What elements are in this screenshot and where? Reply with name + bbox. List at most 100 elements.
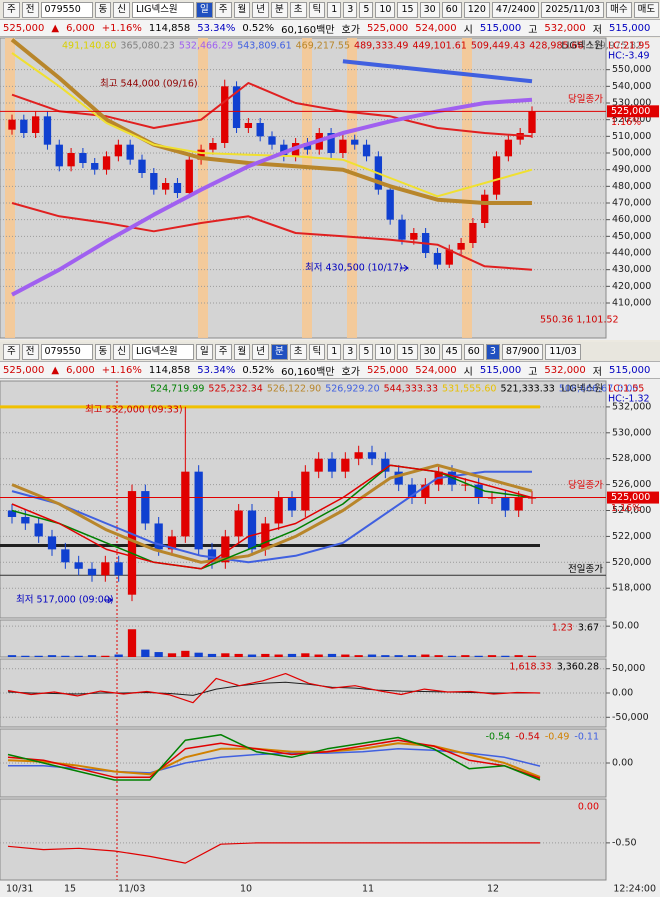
volume-bar xyxy=(21,655,30,657)
toolbar-button[interactable]: 주 xyxy=(3,343,20,360)
quote-field: 저 xyxy=(592,24,602,36)
quote-field: 고 xyxy=(528,24,538,36)
y-tick-label: 50.00 xyxy=(612,621,639,632)
toolbar-button[interactable]: 60 xyxy=(441,1,462,18)
candle-body xyxy=(528,111,536,133)
legend-value: 119,975.82 xyxy=(588,41,642,52)
y-tick-label: 0.00 xyxy=(612,758,633,769)
toolbar-button[interactable]: 신 xyxy=(113,1,130,18)
candle-body xyxy=(398,219,406,240)
y-tick-label: 540,000 xyxy=(612,81,651,92)
toolbar-button[interactable]: 5 xyxy=(359,343,374,360)
quote-field: 6,000 xyxy=(66,364,95,376)
annotation: 최저 517,000 (09:00) xyxy=(16,595,114,606)
candle-body xyxy=(221,86,229,143)
toolbar-button[interactable]: 매수 xyxy=(606,1,632,18)
toolbar-button[interactable]: 30 xyxy=(419,1,440,18)
toolbar-button[interactable]: 079550 xyxy=(40,343,93,360)
toolbar-button[interactable]: 30 xyxy=(419,343,440,360)
y-tick-label: 522,000 xyxy=(612,531,651,542)
annotation-arrow xyxy=(104,596,113,604)
toolbar-button[interactable]: 틱 xyxy=(308,1,326,18)
toolbar-button[interactable]: 3 xyxy=(485,343,500,360)
quote-bar: 525,000 ▲ 6,000 +1.16% 114,858 53.34% 0.52% 60,… xyxy=(0,362,660,379)
toolbar-button[interactable]: 월 xyxy=(233,343,251,360)
legend-value: 521,333.33 xyxy=(500,384,554,395)
volume-bar xyxy=(7,655,17,657)
highlight-band xyxy=(347,38,357,338)
toolbar-button[interactable]: 3 xyxy=(343,343,358,360)
prev-close-title: 전일종가 xyxy=(568,564,603,575)
panel-background xyxy=(0,619,607,658)
volume-bar xyxy=(474,655,483,657)
toolbar-button[interactable]: 초 xyxy=(289,343,307,360)
toolbar-button[interactable]: 전 xyxy=(21,1,39,18)
quote-field: 0.52% xyxy=(242,22,275,34)
quote-field: 호가 xyxy=(341,24,360,36)
toolbar-button[interactable]: 87/900 xyxy=(501,343,544,360)
candle-body xyxy=(234,510,243,537)
toolbar-button[interactable]: 3 xyxy=(343,1,358,18)
toolbar-button[interactable]: LIG넥스원 xyxy=(132,343,194,360)
indicator-line xyxy=(7,733,541,781)
toolbar-button[interactable]: 47/2400 xyxy=(491,1,540,18)
indicator-line xyxy=(7,742,541,778)
indicator-line xyxy=(11,470,532,564)
toolbar-button[interactable]: 월 xyxy=(233,1,251,18)
toolbar-button[interactable]: 동 xyxy=(94,1,112,18)
toolbar-button[interactable]: 주 xyxy=(214,1,232,18)
legend-value: 1,618.33 xyxy=(509,662,551,673)
annotation: 최저 430,500 (10/17) xyxy=(305,263,403,274)
candle-body xyxy=(341,458,350,472)
quote-field: 525,000 xyxy=(366,22,409,34)
toolbar-button[interactable]: 1 xyxy=(327,343,342,360)
toolbar-button[interactable]: 1 xyxy=(327,1,342,18)
candle-body xyxy=(173,183,182,193)
toolbar-button[interactable]: 일 xyxy=(196,343,213,360)
toolbar-button[interactable]: 45 xyxy=(441,343,462,360)
candle-body xyxy=(55,144,63,167)
toolbar-button[interactable]: 079550 xyxy=(40,1,93,18)
volume-bar xyxy=(527,655,537,657)
toolbar-button[interactable]: 동 xyxy=(94,343,112,360)
indicator-line xyxy=(11,97,533,297)
volume-bar xyxy=(367,654,377,657)
toolbar-button[interactable]: 60 xyxy=(463,343,484,360)
toolbar-button[interactable]: 분 xyxy=(271,343,288,360)
toolbar-button[interactable]: 일 xyxy=(196,1,213,18)
toolbar-button[interactable]: 전 xyxy=(21,343,39,360)
volume-bar xyxy=(34,655,43,657)
toolbar-button[interactable]: 주 xyxy=(3,1,20,18)
candle-body xyxy=(410,233,418,240)
legend-value: 509,449.43 xyxy=(471,41,525,52)
candle-body xyxy=(386,189,394,220)
toolbar-button[interactable]: 초 xyxy=(289,1,307,18)
price-tag-change: 1.16% xyxy=(611,117,641,128)
candle-body xyxy=(514,497,523,511)
candle-body xyxy=(154,523,163,550)
toolbar-button[interactable]: 틱 xyxy=(308,343,326,360)
toolbar-button[interactable]: 분 xyxy=(271,1,288,18)
lc-label: LC:1.55 xyxy=(608,384,644,395)
toolbar-button[interactable]: 5 xyxy=(359,1,374,18)
toolbar-button[interactable]: 신 xyxy=(113,343,130,360)
toolbar-button[interactable]: 15 xyxy=(397,343,418,360)
toolbar-button[interactable]: 주 xyxy=(214,343,232,360)
toolbar-button[interactable]: 11/03 xyxy=(545,343,581,360)
quote-field: 525,000 xyxy=(3,22,45,34)
candle-body xyxy=(34,523,43,537)
toolbar-button[interactable]: 년 xyxy=(252,343,269,360)
toolbar-button[interactable]: 10 xyxy=(375,1,396,18)
toolbar-button[interactable]: 120 xyxy=(463,1,490,18)
toolbar-button[interactable]: 10 xyxy=(375,343,396,360)
quote-field: 515,000 xyxy=(608,22,651,34)
toolbar-button[interactable]: 15 xyxy=(397,1,418,18)
toolbar-button[interactable]: LIG넥스원 xyxy=(132,1,194,18)
toolbar-button[interactable]: 매도 xyxy=(633,1,660,18)
toolbar-button[interactable]: 년 xyxy=(252,1,269,18)
hc-label: HC:-3.49 xyxy=(608,51,650,62)
volume-bar xyxy=(301,653,310,657)
toolbar-button[interactable]: 2025/11/03 xyxy=(541,1,605,18)
quote-field: 6,000 xyxy=(66,22,95,34)
legend-value: 532,466.29 xyxy=(179,41,233,52)
